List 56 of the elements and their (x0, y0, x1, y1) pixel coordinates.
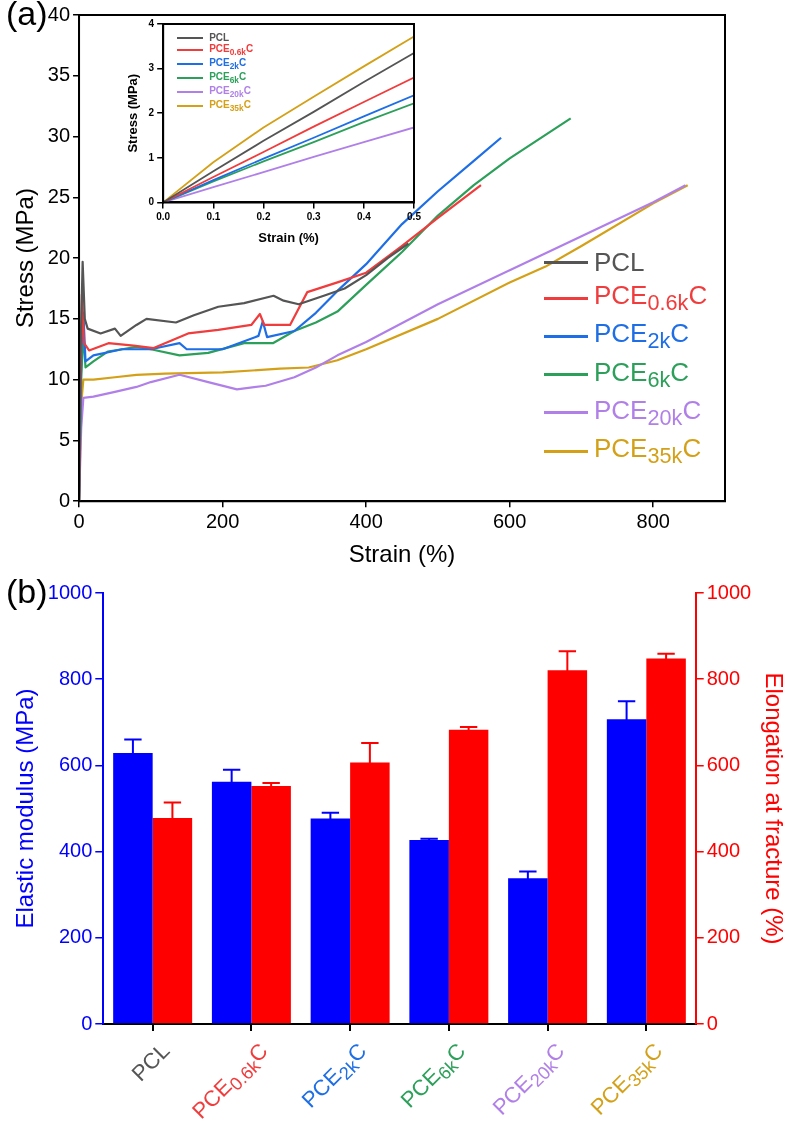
legend-label: PCE$_{6k}$C (209, 71, 247, 85)
y-tick-label: 4 (148, 17, 155, 29)
y-tick-label: 0 (58, 488, 71, 511)
y-tick-label: 800 (58, 666, 93, 689)
y-tick-label: 1 (148, 151, 155, 163)
y2-tick-label: 400 (706, 839, 741, 862)
x-tick-label: PCL (126, 1038, 175, 1087)
y-tick-label: 40 (47, 2, 71, 25)
y2-tick-label: 600 (706, 752, 741, 775)
y-axis-title: Elastic modulus (MPa) (11, 688, 39, 929)
y-tick-label: 2 (148, 106, 155, 118)
y-tick-label: 35 (47, 63, 71, 86)
text: (b) (6, 572, 48, 611)
x-tick-label: 0.4 (356, 211, 372, 223)
y-tick-label: 30 (47, 124, 71, 147)
y-tick-label: 600 (58, 752, 93, 775)
legend-label: PCE$_{20k}$C (594, 394, 702, 431)
x-axis-title: Strain (%) (258, 229, 319, 245)
y-tick-label: 400 (58, 839, 93, 862)
x-tick-label: 200 (205, 509, 240, 532)
y-tick-label: 3 (148, 62, 155, 74)
y-tick-label: 5 (58, 427, 71, 450)
x-tick-label: 0.0 (156, 211, 171, 223)
legend-label: PCL (209, 32, 230, 43)
x-tick-label: 600 (492, 509, 527, 532)
x-tick-label: 400 (349, 509, 383, 532)
legend-label: PCE$_{35k}$C (594, 432, 702, 470)
legend-label: PCE$_{0.6k}$C (209, 43, 254, 57)
y2-tick-label: 200 (706, 925, 741, 948)
y-tick-label: 10 (47, 367, 71, 390)
y-tick-label: 20 (47, 245, 71, 268)
y2-axis-title: Elongation at fracture (%) (760, 672, 788, 945)
y2-tick-label: 800 (706, 666, 741, 689)
y-tick-label: 15 (47, 306, 71, 329)
y-tick-label: 0 (81, 1011, 93, 1034)
y-tick-label: 200 (58, 925, 93, 948)
legend-label: PCE$_{6k}$C (594, 356, 690, 393)
y-axis-title: Stress (MPa) (125, 73, 141, 153)
y-tick-label: 25 (47, 184, 71, 207)
x-tick-label: 0.1 (206, 211, 221, 223)
y2-tick-label: 1000 (706, 580, 752, 603)
y-tick-label: 0 (148, 196, 155, 208)
y-axis-title: Stress (MPa) (11, 188, 39, 329)
x-tick-label: 0.2 (256, 211, 271, 223)
text: (a) (6, 0, 48, 33)
legend-label: PCE$_{0.6k}$C (594, 280, 708, 317)
y-tick-label: 1000 (47, 580, 93, 603)
x-tick-label: 800 (636, 509, 670, 532)
legend-label: PCE$_{20k}$C (209, 85, 251, 99)
legend-label: PCE$_{2k}$C (209, 57, 247, 71)
x-tick-label: 0.3 (306, 211, 322, 223)
y2-tick-label: 0 (706, 1011, 718, 1034)
legend-label: PCE$_{2k}$C (594, 318, 690, 355)
legend-label: PCE$_{35k}$C (209, 99, 251, 113)
x-axis-title: Strain (%) (348, 540, 456, 568)
legend-label: PCL (594, 247, 645, 279)
